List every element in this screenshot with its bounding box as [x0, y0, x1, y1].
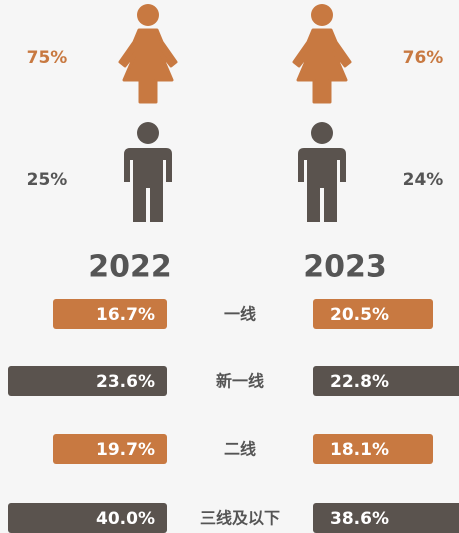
value-label: 38.6% — [330, 509, 389, 529]
female-pct: 76% — [403, 48, 444, 68]
female-icon — [292, 2, 352, 104]
tier-label: 新一线 — [216, 372, 264, 391]
bar — [313, 299, 433, 329]
male-pct: 24% — [403, 170, 444, 190]
male-pct: 25% — [27, 170, 68, 190]
bar — [53, 299, 167, 329]
value-label: 18.1% — [330, 440, 389, 460]
tier-label: 二线 — [224, 440, 256, 459]
year: 2022 — [88, 250, 172, 285]
bar — [313, 503, 459, 533]
tier-label: 三线及以下 — [200, 509, 280, 528]
bar — [8, 366, 167, 396]
year: 2023 — [303, 250, 387, 285]
value-label: 16.7% — [96, 305, 155, 325]
value-label: 23.6% — [96, 372, 155, 392]
value-label: 40.0% — [96, 509, 155, 529]
value-label: 22.8% — [330, 372, 389, 392]
female-pct: 75% — [27, 48, 68, 68]
value-label: 19.7% — [96, 440, 155, 460]
bar — [53, 434, 167, 464]
female-icon — [118, 2, 178, 104]
bar — [8, 503, 167, 533]
value-label: 20.5% — [330, 305, 389, 325]
bar — [313, 366, 459, 396]
bar — [313, 434, 433, 464]
tier-label: 一线 — [224, 305, 256, 324]
male-icon — [298, 122, 346, 222]
male-icon — [124, 122, 172, 222]
